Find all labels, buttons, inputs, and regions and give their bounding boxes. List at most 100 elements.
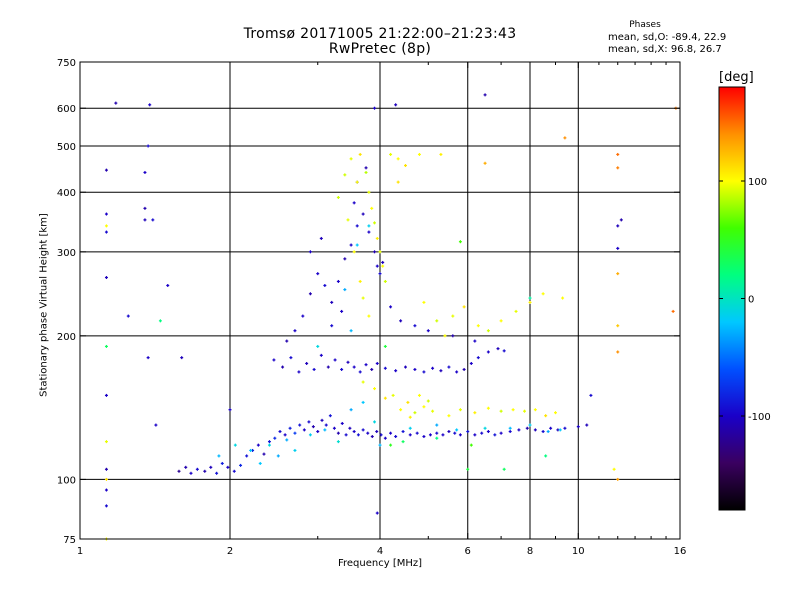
data-point-o <box>383 366 387 370</box>
colorbar-title: [deg] <box>719 70 754 85</box>
data-point-o <box>324 423 328 427</box>
data-point-o <box>126 314 130 318</box>
data-point-x <box>391 393 395 397</box>
data-point-o <box>486 350 490 354</box>
data-point-o <box>143 218 147 222</box>
data-point-x <box>616 477 620 481</box>
data-point-x <box>417 393 421 397</box>
data-point-o <box>408 433 412 437</box>
data-point-x <box>541 292 545 296</box>
x-tick-label: 6 <box>465 546 471 557</box>
data-point-x <box>389 152 393 156</box>
data-point-o <box>508 430 512 434</box>
data-point-o <box>499 431 503 435</box>
data-point-x <box>671 309 675 313</box>
data-point-x <box>396 157 400 161</box>
data-point-o <box>394 435 398 439</box>
data-point-x <box>616 350 620 354</box>
data-point-x <box>381 264 385 268</box>
data-point-x <box>355 180 359 184</box>
data-point-o <box>375 361 379 365</box>
data-point-o <box>431 366 435 370</box>
data-point-x <box>349 157 353 161</box>
data-point-o <box>361 212 365 216</box>
data-point-o <box>493 433 497 437</box>
data-point-o <box>256 443 260 447</box>
data-point-o <box>413 367 417 371</box>
data-point-o <box>541 430 545 434</box>
grid-layer <box>80 62 680 539</box>
data-point-x <box>443 334 447 338</box>
data-point-x <box>358 279 362 283</box>
data-point-o <box>308 292 312 296</box>
data-point-x <box>383 344 387 348</box>
data-point-o <box>104 393 108 397</box>
data-point-o <box>114 101 118 105</box>
data-point-o <box>323 283 327 287</box>
data-point-o <box>228 408 232 412</box>
data-point-o <box>352 365 356 369</box>
data-point-o <box>307 420 311 424</box>
phases-box-title: Phases <box>629 20 661 30</box>
data-point-x <box>249 448 253 452</box>
data-point-x <box>523 409 527 413</box>
data-point-o <box>308 250 312 254</box>
data-point-x <box>104 477 108 481</box>
data-point-o <box>184 465 188 469</box>
data-point-x <box>483 426 487 430</box>
phases-o-stats: mean, sd,O: -89.4, 22.9 <box>608 32 727 43</box>
data-point-x <box>447 414 451 418</box>
colorbar-tick-label: 0 <box>748 295 754 306</box>
data-point-x <box>473 411 477 415</box>
data-point-o <box>389 431 393 435</box>
data-point-o <box>349 243 353 247</box>
data-point-x <box>486 406 490 410</box>
data-point-o <box>378 272 382 276</box>
data-point-o <box>415 431 419 435</box>
data-point-o <box>340 421 344 425</box>
data-point-x <box>563 136 567 140</box>
data-point-o <box>195 467 199 471</box>
data-point-o <box>104 230 108 234</box>
data-point-o <box>358 370 362 374</box>
data-point-x <box>343 173 347 177</box>
data-point-o <box>281 365 285 369</box>
data-point-x <box>104 344 108 348</box>
data-point-o <box>364 166 368 170</box>
data-point-x <box>553 411 557 415</box>
data-point-o <box>364 363 368 367</box>
data-point-o <box>525 426 529 430</box>
data-point-x <box>458 240 462 244</box>
data-point-x <box>158 319 162 323</box>
data-point-o <box>435 431 439 435</box>
data-point-o <box>399 319 403 323</box>
data-point-x <box>469 443 473 447</box>
data-point-o <box>301 314 305 318</box>
y-tick-label: 500 <box>57 142 76 153</box>
data-point-x <box>431 409 435 413</box>
data-point-o <box>389 305 393 309</box>
x-tick-label: 16 <box>674 546 687 557</box>
data-point-x <box>422 405 426 409</box>
data-point-x <box>502 467 506 471</box>
data-point-x <box>336 440 340 444</box>
data-point-o <box>343 257 347 261</box>
data-point-x <box>616 272 620 276</box>
data-point-o <box>104 504 108 508</box>
data-point-o <box>143 206 147 210</box>
data-point-x <box>451 314 455 318</box>
data-point-o <box>373 250 377 254</box>
data-point-o <box>361 428 365 432</box>
data-point-x <box>483 161 487 165</box>
phases-x-stats: mean, sd,X: 96.8, 26.7 <box>608 44 722 55</box>
data-point-x <box>383 279 387 283</box>
data-point-x <box>367 190 371 194</box>
data-point-x <box>373 420 377 424</box>
data-point-o <box>245 454 249 458</box>
data-point-x <box>511 408 515 412</box>
y-tick-label: 600 <box>57 104 76 115</box>
data-point-x <box>499 319 503 323</box>
data-point-x <box>349 329 353 333</box>
data-point-o <box>267 440 271 444</box>
data-point-x <box>358 152 362 156</box>
